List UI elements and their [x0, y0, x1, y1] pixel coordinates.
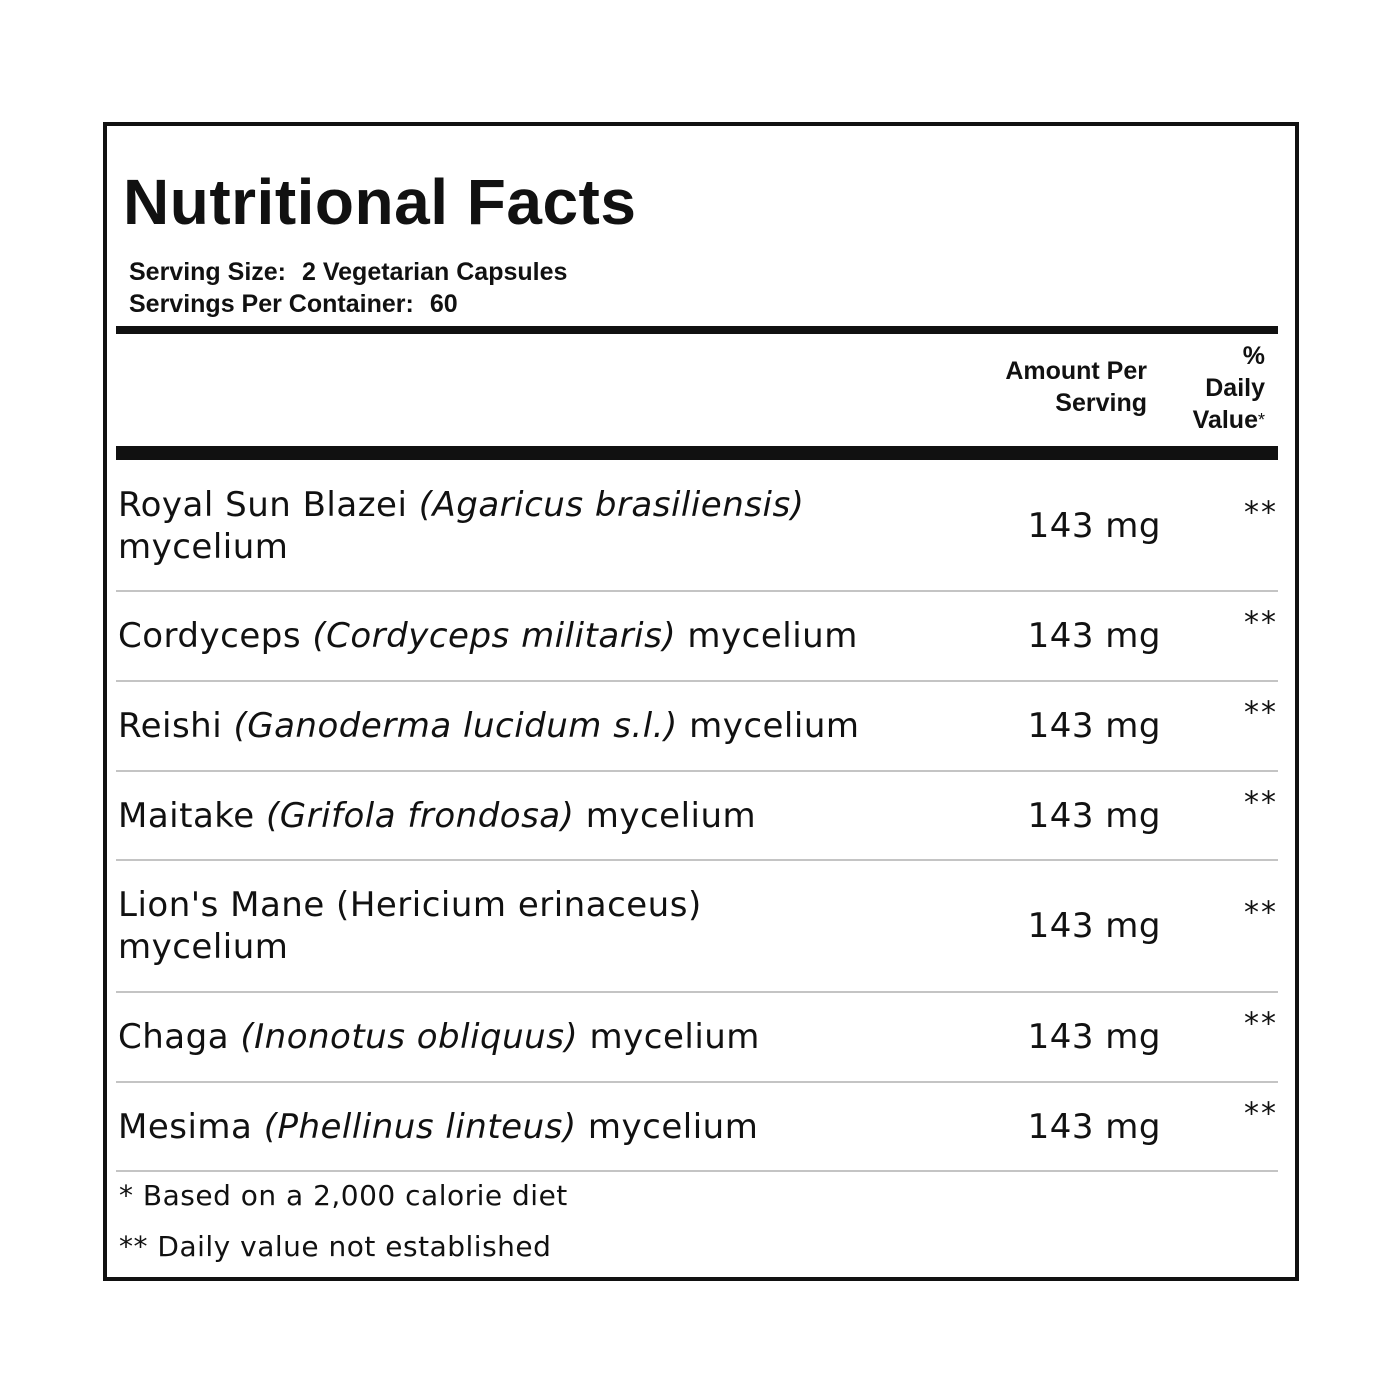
dv-header-line1: %	[1242, 342, 1265, 370]
ingredient-daily-value: **	[1244, 1095, 1278, 1131]
ingredient-common-name: Royal Sun Blazei	[118, 485, 408, 525]
ingredient-suffix: mycelium	[589, 1017, 760, 1057]
ingredient-list: Royal Sun Blazei (Agaricus brasiliensis)…	[116, 462, 1278, 1172]
ingredient-row: Maitake (Grifola frondosa) mycelium 143 …	[116, 772, 1278, 861]
ingredient-row: Lion's Mane (Hericium erinaceus) mycelium…	[116, 861, 1278, 993]
ingredient-latin-name: (Ganoderma lucidum s.l.)	[233, 706, 678, 746]
ingredient-latin-name: (Inonotus obliquus)	[240, 1017, 579, 1057]
servings-per-container-value: 60	[429, 290, 458, 318]
serving-size-value: 2 Vegetarian Capsules	[302, 258, 568, 286]
ingredient-name: Lion's Mane (Hericium erinaceus) mycelium	[118, 884, 938, 968]
ingredient-name: Mesima (Phellinus linteus) mycelium	[118, 1106, 938, 1148]
ingredient-daily-value: **	[1244, 895, 1278, 931]
ingredient-suffix: mycelium	[687, 616, 858, 656]
ingredient-daily-value: **	[1244, 495, 1278, 531]
ingredient-suffix: mycelium	[587, 1106, 759, 1147]
ingredient-suffix: mycelium	[585, 795, 757, 836]
daily-value-header: % Daily Value*	[1193, 340, 1265, 436]
amount-header-line1: Amount Per	[1005, 357, 1147, 385]
dv-header-line3: Value*	[1193, 404, 1265, 436]
ingredient-name: Royal Sun Blazei (Agaricus brasiliensis)…	[118, 484, 938, 568]
ingredient-suffix: mycelium	[118, 927, 289, 967]
footnote-daily-value: ** Daily value not established	[119, 1230, 552, 1263]
ingredient-daily-value: **	[1244, 695, 1278, 731]
header-thick-rule	[116, 446, 1278, 460]
ingredient-row: Cordyceps (Cordyceps militaris) mycelium…	[116, 592, 1278, 682]
top-rule	[116, 326, 1278, 334]
nutrition-facts-panel: Nutritional Facts Serving Size: 2 Vegetar…	[103, 122, 1299, 1281]
ingredient-suffix: mycelium	[118, 527, 289, 567]
dv-header-asterisk: *	[1257, 410, 1265, 430]
ingredient-amount: 143 mg	[1027, 795, 1161, 836]
servings-per-container: Servings Per Container: 60	[129, 288, 829, 320]
ingredient-row: Mesima (Phellinus linteus) mycelium 143 …	[116, 1083, 1278, 1172]
ingredient-name: Reishi (Ganoderma lucidum s.l.) mycelium	[118, 705, 938, 747]
ingredient-row: Chaga (Inonotus obliquus) mycelium 143 m…	[116, 993, 1278, 1083]
ingredient-common-name: Maitake	[118, 795, 255, 836]
ingredient-amount: 143 mg	[1027, 1017, 1161, 1057]
ingredient-latin-name: (Cordyceps militaris)	[312, 616, 677, 656]
ingredient-amount: 143 mg	[1027, 616, 1161, 656]
ingredient-common-name: Chaga	[118, 1017, 230, 1057]
panel-title: Nutritional Facts	[123, 166, 637, 238]
ingredient-latin-name: (Phellinus linteus)	[263, 1106, 577, 1147]
ingredient-daily-value: **	[1244, 784, 1278, 820]
ingredient-common-name: Mesima	[118, 1106, 253, 1147]
ingredient-row: Reishi (Ganoderma lucidum s.l.) mycelium…	[116, 682, 1278, 772]
dv-header-line2: Daily	[1205, 374, 1265, 402]
servings-per-container-label: Servings Per Container:	[129, 290, 414, 318]
serving-size-label: Serving Size:	[129, 258, 286, 286]
ingredient-common-name: Lion's Mane (Hericium erinaceus)	[118, 885, 702, 925]
ingredient-amount: 143 mg	[1027, 706, 1161, 746]
amount-per-serving-header: Amount Per Serving	[1005, 355, 1147, 419]
ingredient-common-name: Reishi	[118, 706, 223, 746]
ingredient-suffix: mycelium	[689, 706, 860, 746]
ingredient-amount: 143 mg	[1027, 506, 1161, 546]
ingredient-latin-name: (Agaricus brasiliensis)	[418, 485, 805, 525]
ingredient-name: Maitake (Grifola frondosa) mycelium	[118, 795, 938, 837]
ingredient-common-name: Cordyceps	[118, 616, 302, 656]
ingredient-name: Cordyceps (Cordyceps militaris) mycelium	[118, 615, 938, 657]
footnote-calorie-diet: * Based on a 2,000 calorie diet	[119, 1179, 568, 1212]
dv-header-value-word: Value	[1192, 406, 1258, 434]
serving-size: Serving Size: 2 Vegetarian Capsules	[129, 256, 829, 288]
ingredient-amount: 143 mg	[1027, 906, 1161, 946]
ingredient-amount: 143 mg	[1027, 1106, 1161, 1147]
ingredient-daily-value: **	[1244, 1006, 1278, 1042]
ingredient-latin-name: (Grifola frondosa)	[266, 795, 575, 836]
ingredient-row: Royal Sun Blazei (Agaricus brasiliensis)…	[116, 462, 1278, 592]
amount-header-line2: Serving	[1055, 389, 1147, 417]
ingredient-name: Chaga (Inonotus obliquus) mycelium	[118, 1016, 938, 1058]
ingredient-daily-value: **	[1244, 605, 1278, 641]
